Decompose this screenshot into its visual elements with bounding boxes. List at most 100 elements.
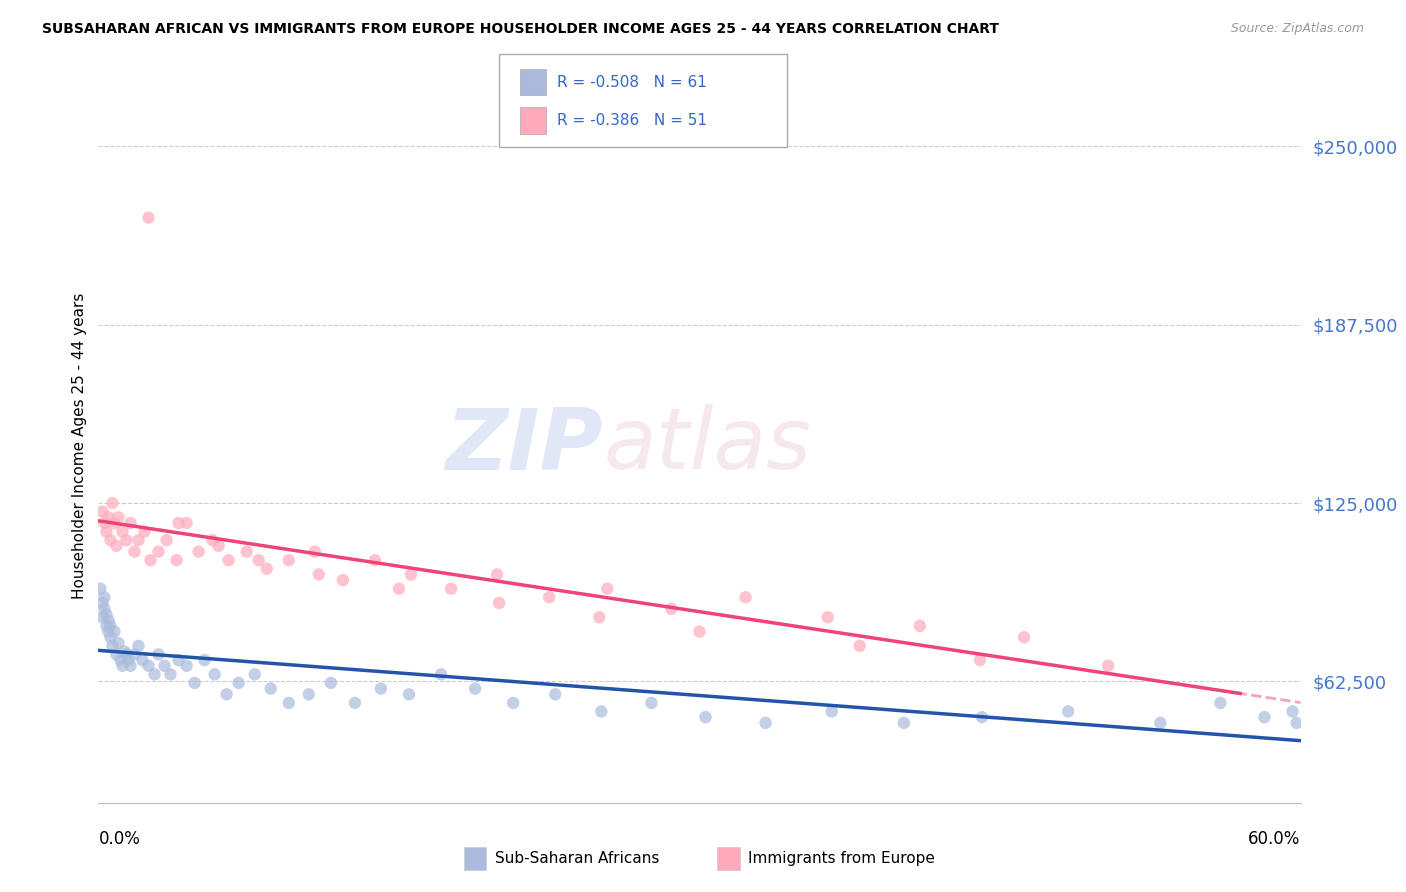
Point — [817, 610, 839, 624]
Point — [588, 610, 610, 624]
Point — [97, 510, 120, 524]
Point — [821, 705, 844, 719]
Point — [176, 516, 198, 530]
Text: Immigrants from Europe: Immigrants from Europe — [748, 851, 935, 866]
Point — [155, 533, 177, 548]
Point — [105, 539, 128, 553]
Point — [544, 687, 567, 701]
Point — [101, 639, 124, 653]
Point — [596, 582, 619, 596]
Point — [148, 544, 170, 558]
Point — [111, 658, 134, 673]
Point — [100, 630, 122, 644]
Point — [124, 648, 146, 662]
Point — [849, 639, 872, 653]
Point — [228, 676, 250, 690]
Point — [124, 544, 146, 558]
Text: 60.0%: 60.0% — [1249, 830, 1301, 847]
Point — [103, 624, 125, 639]
Point — [277, 553, 299, 567]
Point — [1285, 715, 1308, 730]
Point — [695, 710, 717, 724]
Point — [138, 211, 160, 225]
Point — [488, 596, 510, 610]
Point — [204, 667, 226, 681]
Text: ZIP: ZIP — [446, 404, 603, 488]
Point — [153, 658, 176, 673]
Text: 0.0%: 0.0% — [98, 830, 141, 847]
Point — [183, 676, 205, 690]
Point — [93, 516, 115, 530]
Point — [1253, 710, 1275, 724]
Point — [131, 653, 153, 667]
Point — [97, 624, 120, 639]
Point — [399, 567, 422, 582]
Text: Sub-Saharan Africans: Sub-Saharan Africans — [495, 851, 659, 866]
Point — [114, 644, 136, 658]
Text: atlas: atlas — [603, 404, 811, 488]
Point — [176, 658, 198, 673]
Point — [308, 567, 330, 582]
Point — [218, 553, 240, 567]
Point — [110, 653, 132, 667]
Y-axis label: Householder Income Ages 25 - 44 years: Householder Income Ages 25 - 44 years — [72, 293, 87, 599]
Point — [893, 715, 915, 730]
Point — [100, 619, 122, 633]
Point — [93, 591, 115, 605]
Point — [364, 553, 387, 567]
Point — [167, 516, 190, 530]
Point — [96, 524, 118, 539]
Point — [464, 681, 486, 696]
Point — [260, 681, 283, 696]
Point — [115, 648, 138, 662]
Point — [96, 619, 118, 633]
Point — [187, 544, 209, 558]
Point — [243, 667, 266, 681]
Text: R = -0.508   N = 61: R = -0.508 N = 61 — [557, 75, 707, 89]
Point — [256, 562, 278, 576]
Text: Source: ZipAtlas.com: Source: ZipAtlas.com — [1230, 22, 1364, 36]
Point — [430, 667, 453, 681]
Point — [1281, 705, 1303, 719]
Point — [97, 613, 120, 627]
Point — [319, 676, 342, 690]
Point — [107, 636, 129, 650]
Point — [111, 524, 134, 539]
Point — [115, 533, 138, 548]
Point — [277, 696, 299, 710]
Point — [105, 648, 128, 662]
Point — [138, 658, 160, 673]
Point — [101, 496, 124, 510]
Point — [89, 582, 111, 596]
Point — [96, 607, 118, 622]
Point — [120, 658, 142, 673]
Point — [103, 516, 125, 530]
Point — [167, 653, 190, 667]
Point — [755, 715, 778, 730]
Point — [388, 582, 411, 596]
Point — [486, 567, 509, 582]
Point — [332, 573, 354, 587]
Point — [1012, 630, 1035, 644]
Point — [143, 667, 166, 681]
Point — [440, 582, 463, 596]
Point — [215, 687, 238, 701]
Point — [194, 653, 217, 667]
Point — [538, 591, 561, 605]
Point — [343, 696, 366, 710]
Point — [1209, 696, 1232, 710]
Point — [1149, 715, 1171, 730]
Point — [1097, 658, 1119, 673]
Point — [969, 653, 991, 667]
Point — [91, 505, 114, 519]
Point — [120, 516, 142, 530]
Point — [134, 524, 156, 539]
Point — [139, 553, 162, 567]
Point — [128, 533, 150, 548]
Point — [908, 619, 931, 633]
Point — [1057, 705, 1080, 719]
Point — [128, 639, 150, 653]
Point — [734, 591, 756, 605]
Text: R = -0.386   N = 51: R = -0.386 N = 51 — [557, 113, 707, 128]
Point — [502, 696, 524, 710]
